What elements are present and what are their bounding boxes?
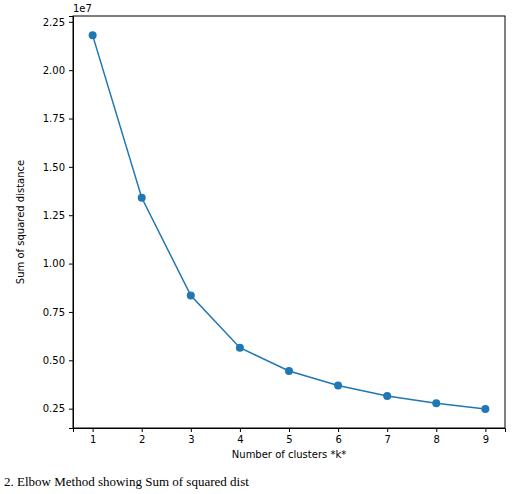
- data-point: [432, 399, 440, 407]
- tick-mark: [69, 409, 73, 410]
- tick-mark: [69, 22, 73, 23]
- series-line: [93, 35, 486, 409]
- tick: 0.75: [43, 307, 73, 318]
- data-point: [334, 381, 342, 389]
- chart: 1 2 3 4 5 6 7 8 9 0.25 0.50 0.75 1.00 1.25 1.50 1.75 2.0…: [0, 0, 524, 494]
- data-point: [383, 392, 391, 400]
- tick: 3: [188, 428, 194, 445]
- tick-mark: [191, 428, 192, 432]
- tick-mark: [69, 119, 73, 120]
- tick: 7: [384, 428, 390, 445]
- tick-mark: [69, 264, 73, 265]
- tick-mark: [387, 428, 388, 432]
- tick-label: 1.75: [43, 113, 65, 124]
- tick: 2.25: [43, 17, 73, 28]
- tick: 2.00: [43, 65, 73, 76]
- axis-line: [74, 429, 506, 433]
- tick-mark: [142, 428, 143, 432]
- tick-mark: [69, 360, 73, 361]
- tick-mark: [289, 428, 290, 432]
- tick: 6: [335, 428, 341, 445]
- plot-area: [89, 31, 490, 413]
- tick-label: 1: [90, 434, 96, 445]
- tick: 8: [434, 428, 440, 445]
- data-point: [285, 367, 293, 375]
- tick: 2: [139, 428, 145, 445]
- y-axis-title: Sum of squared distance: [15, 160, 26, 284]
- tick-label: 4: [237, 434, 243, 445]
- tick: 4: [237, 428, 243, 445]
- tick: 1.50: [43, 162, 73, 173]
- tick-mark: [69, 312, 73, 313]
- tick: 1.00: [43, 258, 73, 269]
- tick: 5: [286, 428, 292, 445]
- x-axis: 1 2 3 4 5 6 7 8 9: [74, 428, 506, 445]
- tick-label: 2.25: [43, 17, 65, 28]
- tick-mark: [436, 428, 437, 432]
- tick-label: 0.75: [43, 307, 65, 318]
- tick-label: 1.50: [43, 162, 65, 173]
- caption: 2. Elbow Method showing Sum of squared d…: [4, 474, 249, 489]
- tick: 9: [483, 428, 489, 445]
- tick-mark: [338, 428, 339, 432]
- data-point: [187, 292, 195, 300]
- tick-label: 3: [188, 434, 194, 445]
- tick: 0.25: [43, 403, 73, 414]
- tick-label: 9: [483, 434, 489, 445]
- tick: 1.75: [43, 113, 73, 124]
- x-axis-title: Number of clusters *k*: [232, 449, 346, 460]
- data-point: [138, 194, 146, 202]
- tick-mark: [69, 70, 73, 71]
- data-point: [481, 405, 489, 413]
- tick-label: 1.25: [43, 210, 65, 221]
- tick-label: 1.00: [43, 258, 65, 269]
- tick-label: 2.00: [43, 65, 65, 76]
- tick-label: 8: [434, 434, 440, 445]
- tick: 0.50: [43, 355, 73, 366]
- tick-mark: [240, 428, 241, 432]
- axis-multiplier: 1e7: [73, 3, 92, 14]
- tick-label: 5: [286, 434, 292, 445]
- tick: 1.25: [43, 210, 73, 221]
- data-point: [89, 31, 97, 39]
- tick-label: 6: [335, 434, 341, 445]
- tick-label: 0.50: [43, 355, 65, 366]
- tick-mark: [485, 428, 486, 432]
- tick: 1: [90, 428, 96, 445]
- tick-mark: [69, 215, 73, 216]
- tick-label: 0.25: [43, 403, 65, 414]
- y-axis: 0.25 0.50 0.75 1.00 1.25 1.50 1.75 2.00 2.25: [43, 17, 74, 429]
- plot-frame: [73, 16, 505, 428]
- tick-mark: [93, 428, 94, 432]
- tick-mark: [69, 167, 73, 168]
- tick-label: 7: [384, 434, 390, 445]
- data-point: [236, 344, 244, 352]
- tick-label: 2: [139, 434, 145, 445]
